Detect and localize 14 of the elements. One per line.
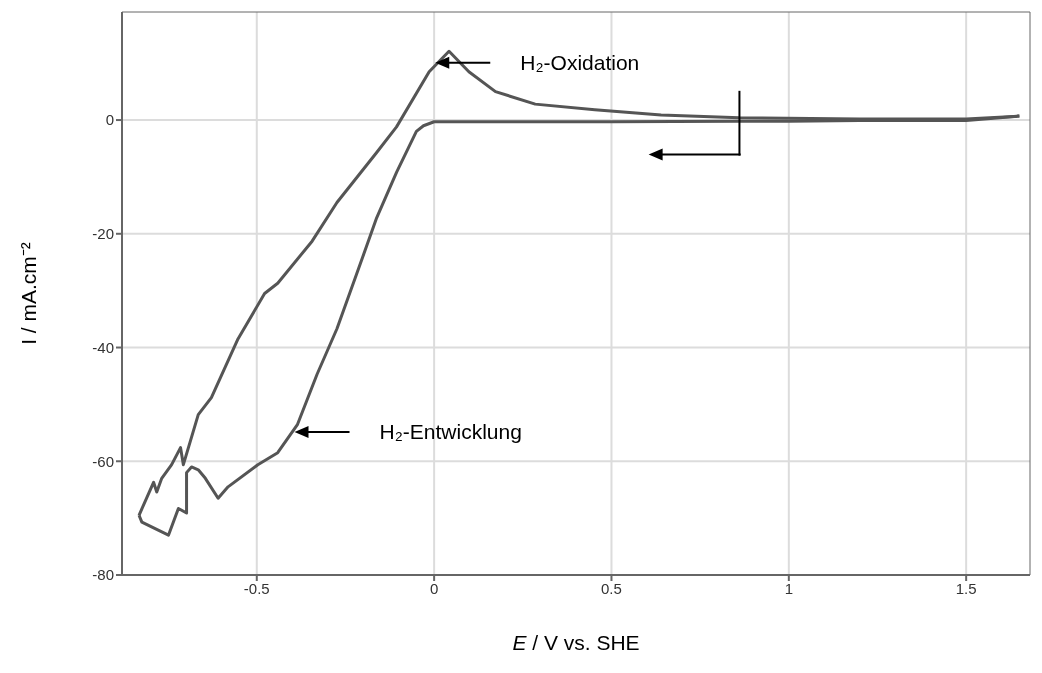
x-tick-label: -0.5	[243, 579, 270, 597]
y-tick-label: -20	[92, 225, 114, 243]
annotation: H₂-Entwicklung	[379, 420, 522, 443]
x-tick-label: 0	[429, 579, 439, 597]
y-tick-label: -40	[92, 338, 114, 356]
annotation: H₂-Oxidation	[520, 50, 640, 74]
y-axis-title: I / mA.cm⁻²	[17, 242, 40, 345]
x-tick-label: 1.5	[955, 579, 977, 597]
y-tick-label: 0	[105, 111, 114, 129]
y-tick-label: -80	[92, 566, 114, 584]
x-tick-label: 1	[784, 579, 793, 597]
x-tick-label: 0.5	[601, 579, 622, 597]
y-tick-label: -60	[92, 452, 114, 470]
x-axis-title: E / V vs. SHE	[512, 631, 640, 654]
